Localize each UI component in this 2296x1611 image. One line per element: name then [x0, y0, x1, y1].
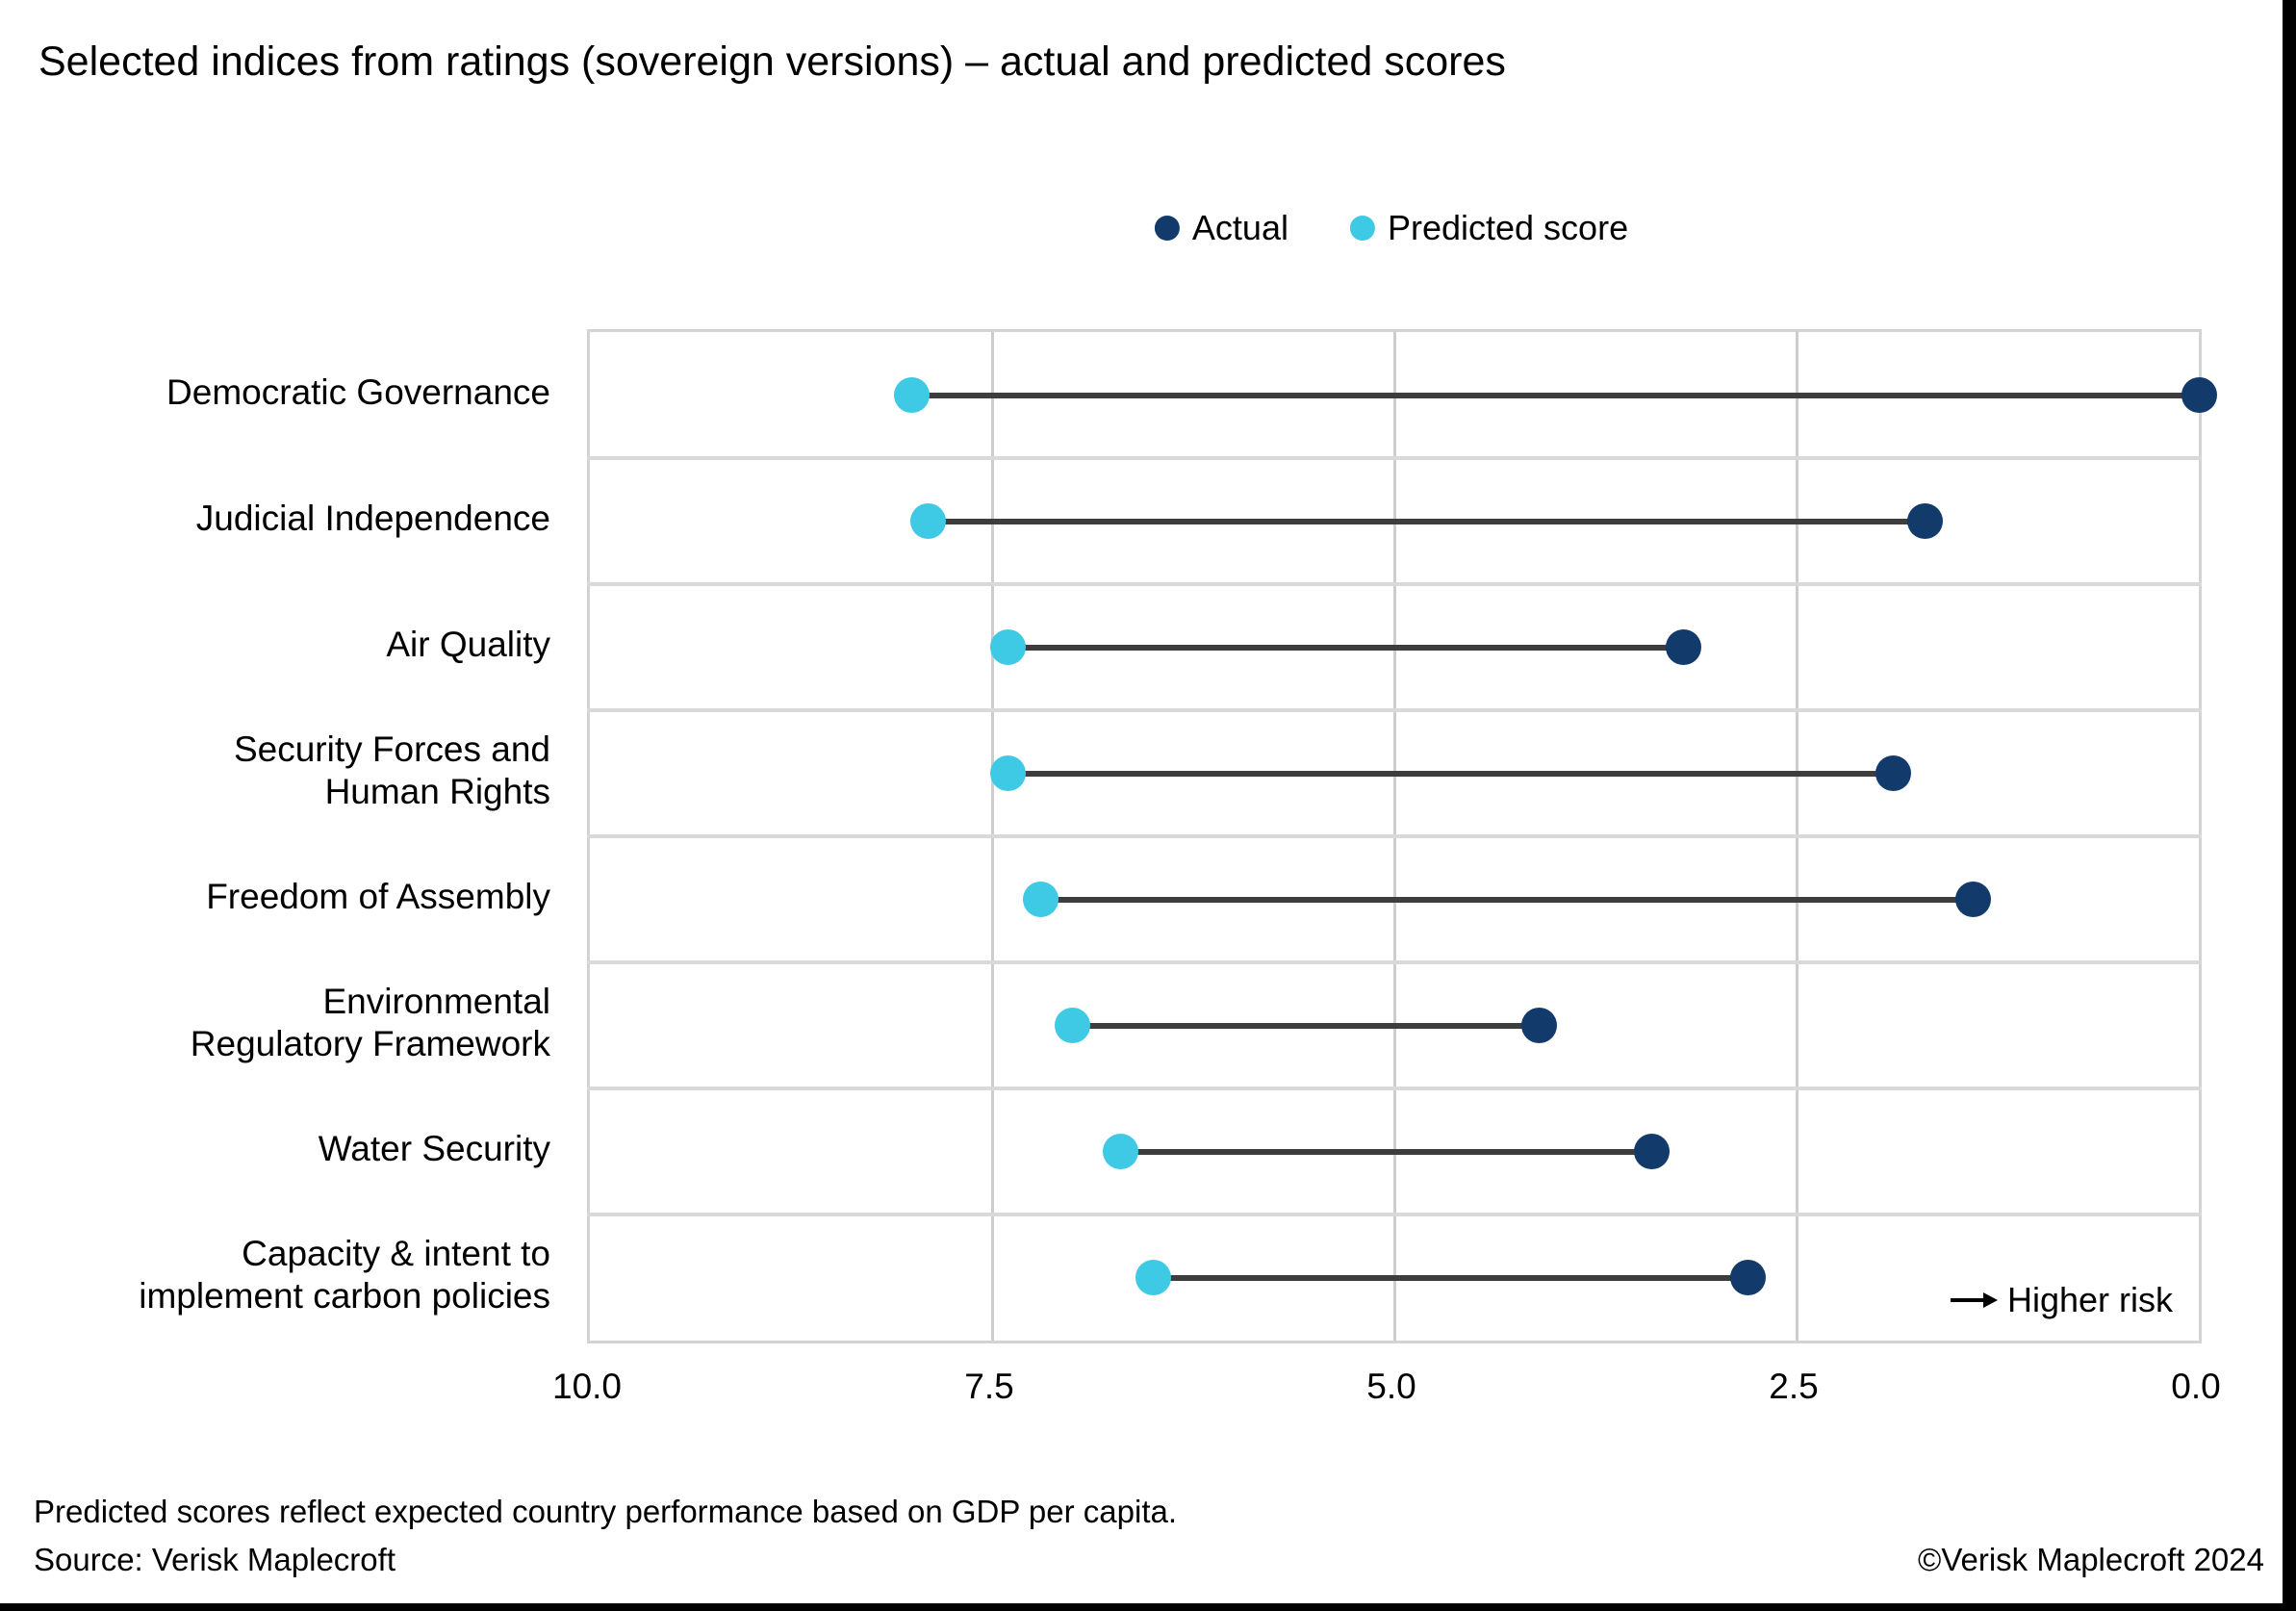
y-axis-label: Judicial Independence: [195, 498, 550, 538]
row-separator: [587, 1087, 2202, 1090]
predicted-score-dot: [1103, 1134, 1139, 1169]
dumbbell-connector: [1072, 1022, 1540, 1029]
row-separator: [587, 834, 2202, 838]
dumbbell-connector: [1008, 644, 1684, 651]
row-separator: [587, 1213, 2202, 1216]
legend: Actual Predicted score: [1154, 208, 1629, 248]
legend-label-predicted: Predicted score: [1387, 208, 1629, 247]
x-tick-label: 7.5: [964, 1367, 1014, 1406]
legend-item-actual[interactable]: Actual: [1154, 208, 1288, 248]
y-axis-label: Capacity & intent to implement carbon po…: [139, 1233, 550, 1316]
predicted-score-dot: [1022, 882, 1059, 917]
dumbbell-connector: [1040, 896, 1974, 903]
right-arrow-icon: [1950, 1292, 1998, 1308]
legend-label-actual: Actual: [1191, 208, 1288, 247]
actual-legend-dot-icon: [1154, 216, 1180, 241]
actual-score-dot: [1730, 1260, 1767, 1295]
actual-score-dot: [1666, 629, 1702, 665]
x-tick-label: 2.5: [1769, 1367, 1819, 1406]
predicted-score-dot: [893, 377, 930, 413]
bottom-frame-bar: [0, 1603, 2296, 1611]
actual-score-dot: [1955, 882, 1992, 917]
footnote: Predicted scores reflect expected countr…: [34, 1494, 1178, 1529]
copyright: ©Verisk Maplecroft 2024: [1918, 1542, 2264, 1577]
row-separator: [587, 582, 2202, 586]
higher-risk-annotation: Higher risk: [1950, 1280, 2173, 1320]
right-frame-bar: [2283, 0, 2296, 1611]
row-separator: [587, 708, 2202, 712]
higher-risk-label: Higher risk: [2006, 1280, 2173, 1319]
predicted-score-dot: [990, 629, 1027, 665]
dumbbell-connector: [1153, 1274, 1748, 1281]
y-axis-label: Security Forces and Human Rights: [233, 729, 550, 811]
dumbbell-connector: [928, 518, 1926, 524]
actual-score-dot: [2181, 377, 2217, 413]
predicted-score-dot: [1135, 1260, 1171, 1295]
y-axis-label: Environmental Regulatory Framework: [190, 981, 550, 1063]
actual-score-dot: [1634, 1134, 1671, 1169]
row-separator: [587, 960, 2202, 964]
actual-score-dot: [1875, 755, 1911, 791]
actual-score-dot: [1907, 503, 1944, 539]
dumbbell-connector: [911, 392, 2199, 398]
actual-score-dot: [1520, 1008, 1557, 1043]
x-tick-label: 0.0: [2171, 1367, 2221, 1406]
y-axis-label: Air Quality: [386, 624, 550, 664]
plot-area: [587, 329, 2217, 1343]
row-separator: [587, 456, 2202, 460]
y-axis-label: Water Security: [318, 1128, 550, 1168]
predicted-legend-dot-icon: [1349, 216, 1375, 241]
source-credit: Source: Verisk Maplecroft: [34, 1542, 395, 1577]
predicted-score-dot: [909, 503, 946, 539]
x-tick-label: 10.0: [551, 1367, 623, 1406]
predicted-score-dot: [990, 755, 1027, 791]
y-axis-label: Freedom of Assembly: [206, 876, 550, 916]
chart-title: Selected indices from ratings (sovereign…: [38, 38, 1506, 85]
dumbbell-connector: [1120, 1148, 1652, 1155]
predicted-score-dot: [1055, 1008, 1091, 1043]
x-tick-label: 5.0: [1366, 1367, 1416, 1406]
dumbbell-connector: [1008, 770, 1894, 777]
y-axis-label: Democratic Governance: [166, 371, 550, 412]
legend-item-predicted[interactable]: Predicted score: [1349, 208, 1629, 248]
